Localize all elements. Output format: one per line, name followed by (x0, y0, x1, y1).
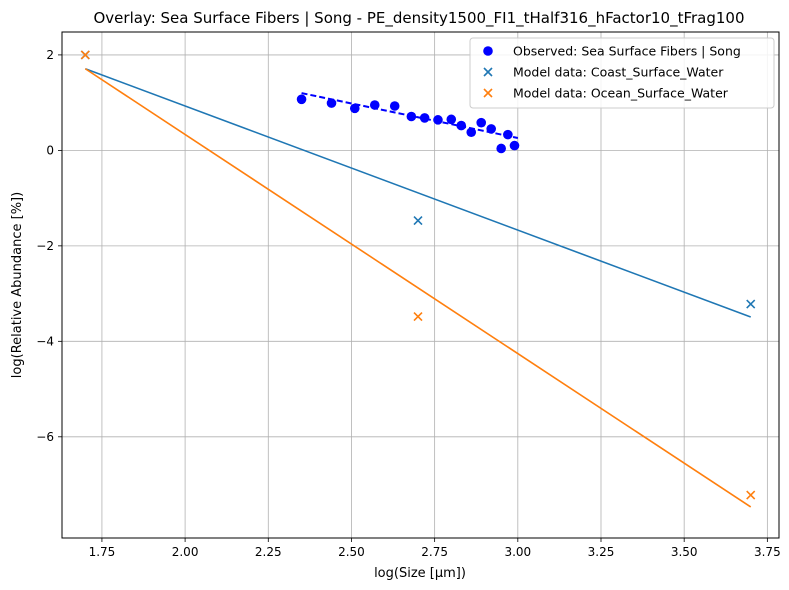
y-tick-label: 0 (46, 143, 54, 157)
observed-point (296, 94, 307, 105)
observed-point (446, 114, 457, 125)
x-tick-label: 3.75 (754, 545, 781, 559)
x-tick-label: 2.75 (421, 545, 448, 559)
chart-title: Overlay: Sea Surface Fibers | Song - PE_… (93, 9, 744, 28)
x-tick-label: 1.75 (89, 545, 116, 559)
observed-point (496, 143, 506, 154)
model-point (413, 215, 423, 226)
observed-point (349, 103, 360, 114)
y-tick-label: −6 (36, 430, 54, 444)
x-tick-label: 3.00 (504, 545, 531, 559)
x-axis-ticks: 1.75 2.00 2.25 2.50 2.75 3.00 3.25 3.50 3.75 (89, 538, 781, 559)
observed-point (486, 124, 497, 134)
observed-point (503, 129, 513, 140)
observed-point (456, 120, 467, 131)
legend: Observed: Sea Surface Fibers | Song Model… (469, 37, 775, 109)
model-point (413, 311, 423, 322)
observed-point (406, 111, 417, 122)
legend-marker (483, 46, 493, 56)
model-point (746, 299, 756, 309)
data-markers (80, 50, 756, 500)
y-tick-label: −2 (36, 239, 54, 253)
plot-frame (61, 31, 780, 539)
legend-entry: Model data: Coast_Surface_Water (513, 65, 724, 80)
x-tick-label: 3.25 (588, 545, 615, 559)
x-tick-label: 2.50 (338, 545, 365, 559)
legend-marker (483, 67, 493, 77)
observed-point (433, 115, 443, 125)
x-tick-label: 2.25 (255, 545, 282, 559)
legend-marker (483, 88, 493, 98)
observed-point (476, 117, 487, 128)
y-tick-label: −4 (36, 334, 54, 348)
model-point (80, 50, 90, 60)
observed-point (466, 127, 477, 138)
grid-lines (62, 32, 779, 538)
model-point (746, 490, 756, 500)
y-axis-ticks: −6 −4 −2 0 2 (36, 48, 62, 444)
fit-line (85, 68, 751, 318)
observed-point (389, 101, 400, 111)
x-tick-label: 3.50 (671, 545, 698, 559)
observed-point (326, 98, 337, 108)
observed-point (419, 113, 430, 123)
x-axis-label: log(Size [μm]) (374, 566, 466, 581)
y-axis-label: log(Relative Abundance [%]) (10, 192, 25, 378)
legend-box (469, 37, 775, 109)
fit-line (84, 68, 752, 508)
x-tick-label: 2.00 (172, 545, 199, 559)
y-tick-label: 2 (46, 48, 54, 62)
observed-point (509, 140, 520, 151)
observed-point (369, 100, 380, 110)
legend-entry: Model data: Ocean_Surface_Water (513, 86, 729, 101)
legend-entry: Observed: Sea Surface Fibers | Song (513, 44, 741, 59)
